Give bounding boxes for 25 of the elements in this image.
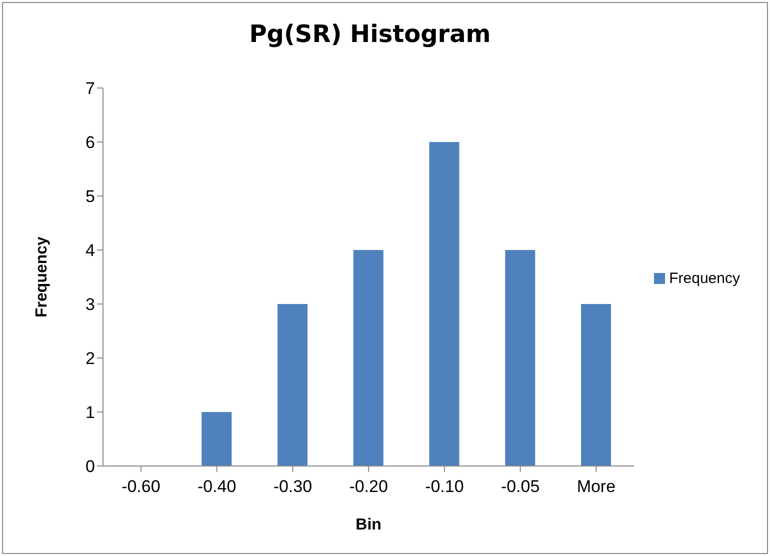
x-tick-label: -0.30 bbox=[273, 477, 312, 496]
x-tick-label: -0.60 bbox=[122, 477, 160, 496]
bar bbox=[505, 250, 536, 466]
bar bbox=[278, 304, 308, 466]
bar bbox=[202, 412, 232, 466]
bar bbox=[581, 304, 612, 466]
bar bbox=[429, 142, 460, 466]
x-axis-title: Bin bbox=[356, 516, 382, 534]
y-tick-label: 1 bbox=[86, 403, 95, 422]
y-tick-label: 4 bbox=[86, 241, 95, 260]
bar bbox=[353, 250, 384, 466]
x-tick-label: -0.20 bbox=[349, 477, 388, 496]
x-tick-label: More bbox=[576, 477, 616, 496]
y-tick-label: 2 bbox=[86, 349, 95, 368]
y-tick-label: 3 bbox=[86, 295, 95, 314]
y-tick-label: 5 bbox=[86, 187, 95, 206]
x-tick-label: -0.10 bbox=[425, 477, 464, 496]
x-tick-label: -0.40 bbox=[197, 477, 236, 496]
x-tick-label: -0.05 bbox=[500, 477, 540, 496]
y-tick-label: 0 bbox=[86, 457, 95, 476]
y-tick-label: 6 bbox=[86, 133, 95, 152]
chart-title: Pg(SR) Histogram bbox=[248, 20, 492, 48]
legend-label: Frequency bbox=[669, 270, 740, 286]
y-tick-label: 7 bbox=[86, 79, 95, 98]
y-axis-title: Frequency bbox=[34, 236, 51, 318]
